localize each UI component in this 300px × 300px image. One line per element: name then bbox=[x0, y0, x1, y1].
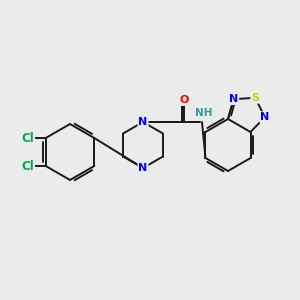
Text: N: N bbox=[138, 163, 148, 173]
Text: Cl: Cl bbox=[21, 131, 34, 145]
Text: S: S bbox=[251, 93, 259, 103]
Text: Cl: Cl bbox=[21, 160, 34, 172]
Text: NH: NH bbox=[195, 108, 213, 118]
Text: N: N bbox=[229, 94, 238, 104]
Text: O: O bbox=[179, 95, 189, 105]
Text: N: N bbox=[138, 117, 148, 127]
Text: N: N bbox=[260, 112, 269, 122]
